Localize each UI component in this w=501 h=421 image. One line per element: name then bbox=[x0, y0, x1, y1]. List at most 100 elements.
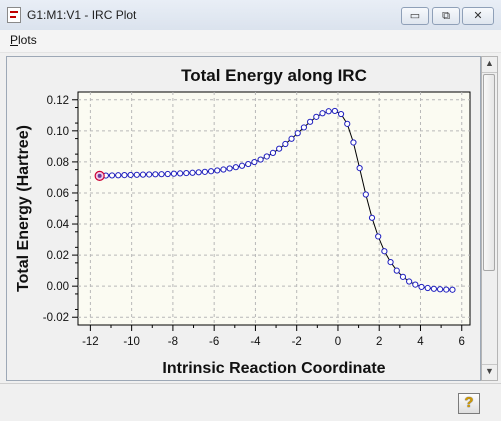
x-tick-label: 4 bbox=[417, 336, 424, 348]
x-tick-label: 2 bbox=[376, 336, 382, 348]
grid-lines bbox=[78, 92, 470, 325]
data-point bbox=[115, 172, 122, 179]
maximize-icon: ⧉ bbox=[442, 10, 450, 22]
x-tick-label: 0 bbox=[335, 336, 341, 348]
axis-ticks: -12 -10 -8 -6 -4 -2 0 2 4 6 -0.02 0.00 0.02 0.04 0.06 0… bbox=[43, 95, 465, 348]
x-tick-label: -12 bbox=[82, 336, 99, 348]
data-point bbox=[307, 118, 314, 125]
data-point bbox=[294, 130, 301, 137]
close-button[interactable]: ✕ bbox=[462, 7, 494, 25]
menu-bar: Plots bbox=[0, 30, 501, 53]
scroll-up-button[interactable]: ▲ bbox=[482, 57, 497, 73]
data-point bbox=[207, 168, 215, 175]
y-tick-label: 0.02 bbox=[47, 250, 69, 262]
data-point bbox=[251, 158, 258, 166]
maximize-button[interactable]: ⧉ bbox=[432, 7, 460, 25]
minimize-icon: ▭ bbox=[409, 10, 421, 22]
data-point bbox=[368, 214, 376, 221]
chart-title: Total Energy along IRC bbox=[181, 66, 367, 85]
minimize-button[interactable]: ▭ bbox=[401, 7, 429, 25]
data-point bbox=[436, 286, 444, 293]
data-point bbox=[393, 267, 400, 274]
data-point bbox=[170, 170, 178, 177]
y-tick-label: 0.00 bbox=[47, 281, 69, 293]
data-point bbox=[152, 171, 159, 178]
help-button[interactable]: ? bbox=[458, 393, 480, 414]
data-point bbox=[189, 169, 196, 176]
data-points bbox=[94, 107, 456, 293]
data-point bbox=[443, 286, 450, 293]
y-axis-label: Total Energy (Hartree) bbox=[15, 125, 32, 292]
x-tick-label: -4 bbox=[250, 336, 261, 348]
close-icon: ✕ bbox=[473, 10, 483, 22]
data-point bbox=[313, 113, 320, 120]
data-point bbox=[177, 170, 184, 177]
data-point bbox=[183, 169, 190, 177]
scroll-thumb[interactable] bbox=[483, 74, 495, 271]
y-tick-label: 0.08 bbox=[47, 157, 69, 169]
plot-area bbox=[77, 91, 471, 326]
status-bar: ? bbox=[0, 383, 501, 421]
title-bar[interactable]: G1:M1:V1 - IRC Plot ▭ ⧉ ✕ bbox=[0, 0, 501, 31]
x-tick-label: -8 bbox=[168, 336, 178, 348]
data-point bbox=[387, 258, 394, 266]
data-point bbox=[375, 233, 382, 240]
data-point bbox=[319, 110, 326, 117]
data-point bbox=[418, 283, 425, 291]
x-tick-label: -2 bbox=[292, 336, 302, 348]
y-tick-label: 0.04 bbox=[47, 219, 70, 231]
data-point bbox=[108, 172, 116, 179]
data-point bbox=[362, 191, 369, 198]
data-point bbox=[331, 107, 338, 115]
help-icon: ? bbox=[464, 394, 474, 411]
data-point bbox=[381, 248, 388, 255]
data-point bbox=[406, 278, 413, 285]
data-point bbox=[232, 164, 239, 171]
data-point bbox=[356, 165, 363, 172]
data-point bbox=[350, 139, 357, 146]
data-point bbox=[226, 165, 233, 172]
vertical-scrollbar[interactable]: ▲ ▼ bbox=[481, 56, 498, 381]
data-point bbox=[424, 284, 431, 292]
data-point bbox=[245, 160, 252, 168]
data-point bbox=[121, 172, 128, 179]
data-point bbox=[220, 166, 227, 173]
data-point bbox=[158, 171, 165, 178]
window-title: G1:M1:V1 - IRC Plot bbox=[27, 8, 137, 22]
data-point bbox=[133, 171, 140, 178]
x-axis-label: Intrinsic Reaction Coordinate bbox=[162, 360, 385, 377]
x-tick-label: -6 bbox=[209, 336, 219, 348]
data-point bbox=[238, 162, 246, 169]
y-tick-label: 0.10 bbox=[47, 126, 69, 138]
data-point bbox=[257, 156, 264, 163]
data-point bbox=[300, 124, 308, 131]
chevron-down-icon: ▼ bbox=[485, 366, 494, 376]
chevron-up-icon: ▲ bbox=[485, 58, 494, 68]
data-point bbox=[430, 285, 437, 292]
data-point bbox=[201, 168, 208, 175]
menu-plots[interactable]: Plots bbox=[10, 33, 37, 47]
data-point bbox=[337, 110, 345, 118]
scroll-down-button[interactable]: ▼ bbox=[482, 364, 497, 380]
highlighted-point-center bbox=[97, 173, 102, 178]
data-point bbox=[412, 281, 419, 288]
y-tick-label: -0.02 bbox=[43, 312, 69, 324]
y-tick-label: 0.12 bbox=[47, 95, 69, 107]
data-point bbox=[276, 145, 283, 152]
data-point bbox=[399, 273, 407, 280]
data-point bbox=[282, 140, 289, 148]
data-point bbox=[325, 108, 332, 115]
data-point bbox=[127, 171, 134, 179]
data-point bbox=[139, 171, 147, 178]
document-icon bbox=[7, 7, 21, 23]
data-point bbox=[269, 149, 277, 156]
x-tick-label: 6 bbox=[459, 336, 465, 348]
data-point bbox=[146, 171, 153, 178]
data-point bbox=[263, 153, 270, 160]
y-tick-label: 0.06 bbox=[47, 188, 69, 200]
data-point bbox=[449, 286, 456, 293]
data-point bbox=[195, 169, 202, 176]
x-tick-label: -10 bbox=[123, 336, 140, 348]
